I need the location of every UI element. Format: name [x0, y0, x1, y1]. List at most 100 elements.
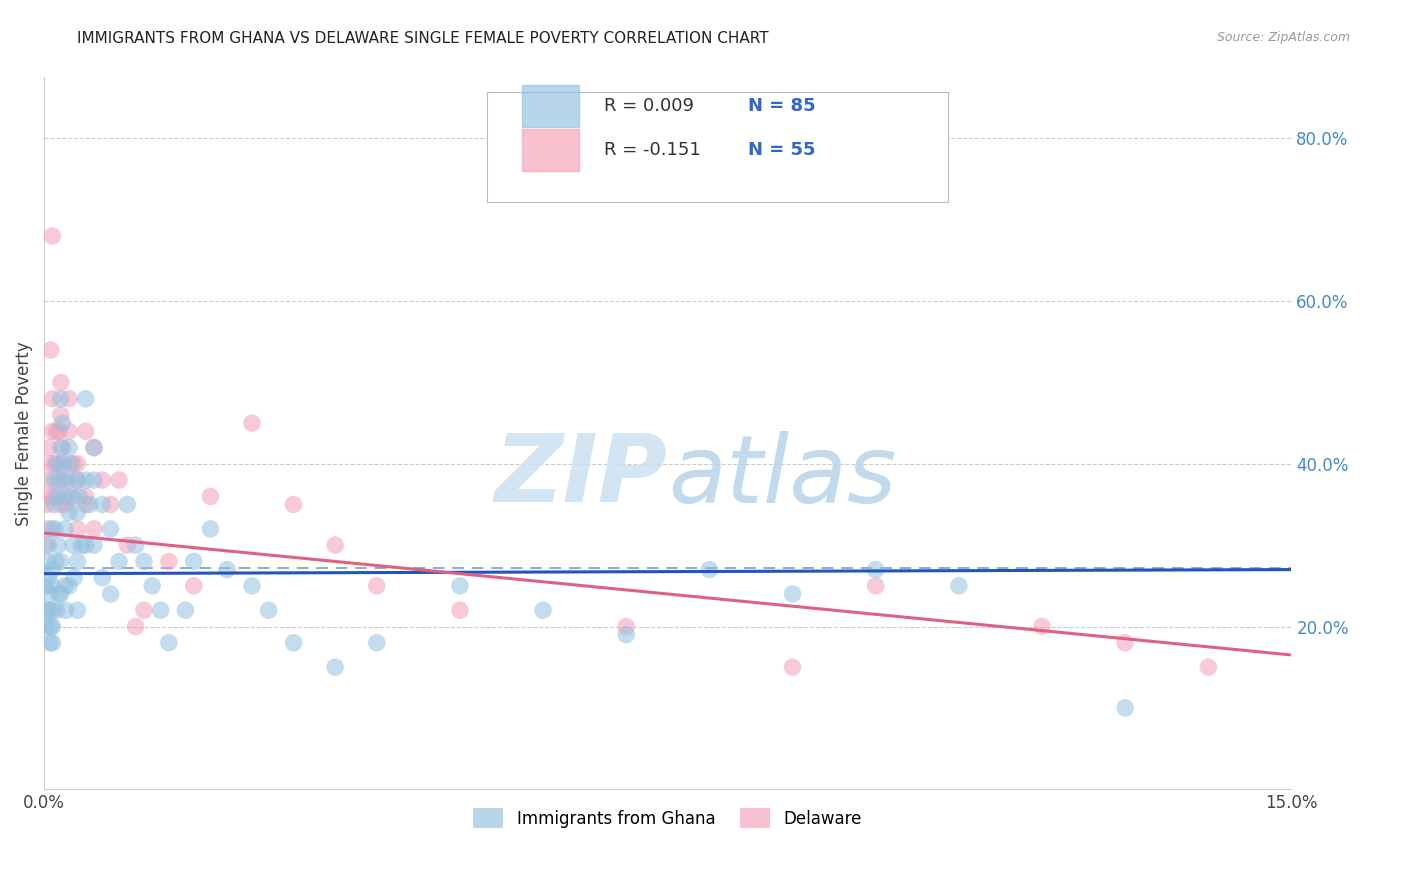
Point — [58, 506, 80, 520]
Point — [132, 603, 155, 617]
Point — [49, 554, 72, 568]
Point — [1114, 636, 1136, 650]
Point — [91, 571, 114, 585]
Point — [149, 603, 172, 617]
Point — [83, 473, 105, 487]
Point — [39, 636, 62, 650]
Point — [449, 603, 471, 617]
Point — [75, 473, 97, 487]
Point — [174, 603, 197, 617]
Point — [62, 538, 84, 552]
Point — [132, 554, 155, 568]
Point — [58, 473, 80, 487]
Point — [39, 489, 62, 503]
Point — [53, 498, 76, 512]
Point — [53, 489, 76, 503]
Point — [41, 392, 63, 406]
Point — [1031, 619, 1053, 633]
Text: R = 0.009: R = 0.009 — [605, 96, 695, 114]
Point — [366, 636, 388, 650]
Point — [100, 587, 122, 601]
Point — [183, 554, 205, 568]
Point — [39, 619, 62, 633]
Point — [42, 489, 65, 503]
Point — [79, 498, 101, 512]
Point — [49, 587, 72, 601]
Point — [46, 538, 69, 552]
Point — [83, 441, 105, 455]
Point — [37, 538, 59, 552]
Point — [52, 457, 75, 471]
Point — [37, 473, 59, 487]
Point — [323, 660, 346, 674]
Point — [117, 498, 139, 512]
Point — [75, 489, 97, 503]
Text: R = -0.151: R = -0.151 — [605, 142, 702, 160]
Text: atlas: atlas — [668, 431, 896, 522]
Point — [39, 457, 62, 471]
Point — [66, 457, 89, 471]
Point — [49, 441, 72, 455]
Point — [44, 457, 66, 471]
Point — [183, 579, 205, 593]
Point — [44, 522, 66, 536]
Point — [70, 538, 93, 552]
Point — [108, 473, 131, 487]
Point — [49, 498, 72, 512]
Point — [49, 376, 72, 390]
Point — [124, 619, 146, 633]
Point — [865, 579, 887, 593]
Point — [41, 563, 63, 577]
Point — [66, 522, 89, 536]
Point — [100, 522, 122, 536]
FancyBboxPatch shape — [522, 129, 579, 171]
Point — [865, 563, 887, 577]
Point — [699, 563, 721, 577]
Point — [38, 441, 60, 455]
Point — [1114, 701, 1136, 715]
Point — [53, 473, 76, 487]
Point — [240, 579, 263, 593]
Point — [66, 506, 89, 520]
Point — [614, 628, 637, 642]
Legend: Immigrants from Ghana, Delaware: Immigrants from Ghana, Delaware — [467, 802, 869, 834]
Point — [42, 498, 65, 512]
Point — [1197, 660, 1219, 674]
Point — [41, 425, 63, 439]
Point — [49, 392, 72, 406]
Point — [45, 554, 67, 568]
Point — [83, 522, 105, 536]
Point — [49, 473, 72, 487]
Point — [200, 489, 222, 503]
Point — [45, 457, 67, 471]
Point — [35, 538, 58, 552]
Point — [35, 603, 58, 617]
Point — [240, 416, 263, 430]
Point — [83, 538, 105, 552]
Point — [41, 522, 63, 536]
Point — [66, 473, 89, 487]
Point — [41, 636, 63, 650]
FancyBboxPatch shape — [486, 92, 949, 202]
Point — [108, 554, 131, 568]
Point — [38, 587, 60, 601]
Point — [63, 571, 86, 585]
Point — [41, 603, 63, 617]
Text: Source: ZipAtlas.com: Source: ZipAtlas.com — [1216, 31, 1350, 45]
Point — [48, 425, 70, 439]
Point — [46, 473, 69, 487]
Point — [60, 489, 83, 503]
Point — [141, 579, 163, 593]
Point — [66, 473, 89, 487]
Point — [283, 636, 305, 650]
FancyBboxPatch shape — [522, 85, 579, 127]
Point — [531, 603, 554, 617]
Point — [51, 416, 73, 430]
Point — [35, 619, 58, 633]
Point — [75, 538, 97, 552]
Point — [39, 343, 62, 357]
Point — [46, 489, 69, 503]
Text: N = 55: N = 55 — [748, 142, 815, 160]
Point — [75, 425, 97, 439]
Point — [614, 619, 637, 633]
